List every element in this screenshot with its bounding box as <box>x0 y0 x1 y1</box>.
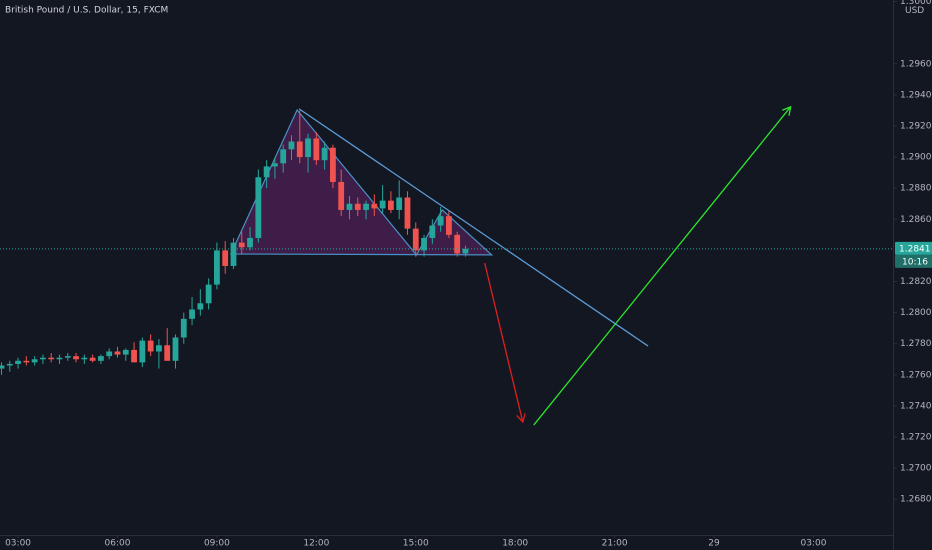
candle-body <box>122 349 129 355</box>
x-tick-label: 03:00 <box>5 539 31 549</box>
x-tick-label: 12:00 <box>303 539 329 549</box>
candle-body <box>272 163 278 167</box>
candle-body <box>446 216 452 235</box>
x-tick-label: 06:00 <box>105 539 131 549</box>
x-tick-label: 18:00 <box>502 539 528 549</box>
y-tick-label: 1.2920 <box>900 121 932 131</box>
candle-body <box>462 248 469 254</box>
candle-body <box>189 309 195 319</box>
x-tick-label: 15:00 <box>403 539 429 549</box>
candle-body <box>363 203 369 210</box>
candle-body <box>371 203 378 209</box>
countdown-label: 10:16 <box>902 257 928 267</box>
candle-body <box>230 242 237 266</box>
trend-line <box>298 108 649 347</box>
triangle-pattern <box>229 108 494 256</box>
y-tick-label: 1.2900 <box>900 153 932 163</box>
candle-body <box>172 337 179 361</box>
y-tick-label: 1.2720 <box>900 433 932 443</box>
arrow-line <box>484 262 524 423</box>
candle-body <box>89 357 96 361</box>
candle-body <box>321 147 328 161</box>
y-tick-label: 1.2700 <box>900 464 932 474</box>
candle-body <box>48 357 55 360</box>
candle-body <box>114 351 121 355</box>
candle-body <box>454 234 461 254</box>
last-price-label: 1.2841 <box>899 244 931 254</box>
candle-body <box>338 181 345 210</box>
candle-body <box>31 359 38 363</box>
candle-body <box>354 203 361 210</box>
chart-title: British Pound / U.S. Dollar, 15, FXCM <box>5 6 168 16</box>
candle-body <box>313 138 320 161</box>
candle-body <box>263 166 270 178</box>
candle-body <box>56 357 63 360</box>
candle-body <box>296 141 303 158</box>
candle-body <box>106 351 113 357</box>
y-tick-label: 1.2800 <box>900 308 932 318</box>
y-tick-label: 1.2960 <box>900 59 932 69</box>
y-tick-label: 1.2740 <box>900 401 932 411</box>
candle-body <box>396 197 403 210</box>
candle-body <box>346 203 353 210</box>
arrow-line <box>533 106 792 426</box>
y-tick-label: 1.2940 <box>900 90 932 100</box>
candle-body <box>180 318 187 338</box>
candle-body <box>379 200 386 209</box>
y-tick-label: 1.2860 <box>900 215 932 225</box>
candle-body <box>73 356 79 360</box>
x-tick-label: 09:00 <box>204 539 230 549</box>
candle-body <box>247 237 253 248</box>
candle-body <box>437 216 444 226</box>
candle-body <box>6 363 13 366</box>
arrow-head <box>782 105 792 116</box>
candle-body <box>131 349 137 363</box>
candle-body <box>156 345 162 352</box>
plot <box>0 108 494 375</box>
y-tick-label: 1.2780 <box>900 339 932 349</box>
x-tick-label: 29 <box>708 539 720 549</box>
candle-body <box>81 357 88 360</box>
candle-body <box>15 360 21 364</box>
candle-body <box>0 365 5 369</box>
candle-body <box>330 147 336 182</box>
y-tick-label: 1.2880 <box>900 184 932 194</box>
candle-body <box>412 228 419 251</box>
candle-body <box>280 149 287 164</box>
x-tick-label: 21:00 <box>602 539 628 549</box>
countdown-box <box>895 254 932 268</box>
candle-body <box>98 356 104 361</box>
candle-body <box>139 340 146 363</box>
candle-body <box>23 360 30 363</box>
y-tick-label: 1.2680 <box>900 495 932 505</box>
candle-body <box>40 357 46 360</box>
candle-body <box>238 242 245 248</box>
y-tick-label: 1.2820 <box>900 277 932 287</box>
last-price-box <box>895 241 932 255</box>
candle-body <box>197 303 204 310</box>
candle-body <box>222 250 229 266</box>
candle-body <box>255 177 262 238</box>
candle-body <box>429 225 436 238</box>
candle-body <box>305 138 311 158</box>
candle-body <box>147 340 154 352</box>
candle-body <box>214 250 220 285</box>
x-tick-label: 03:00 <box>800 539 826 549</box>
candle-body <box>421 237 427 251</box>
candle-body <box>388 200 394 210</box>
candle-body <box>164 345 171 361</box>
currency-label: USD <box>905 6 924 16</box>
candle-body <box>205 284 212 304</box>
arrow-head <box>516 413 526 424</box>
candle-body <box>64 356 71 358</box>
candle-body <box>404 197 411 229</box>
y-tick-label: 1.3000 <box>900 0 932 7</box>
candle-body <box>288 141 295 150</box>
y-tick-label: 1.2760 <box>900 370 932 380</box>
